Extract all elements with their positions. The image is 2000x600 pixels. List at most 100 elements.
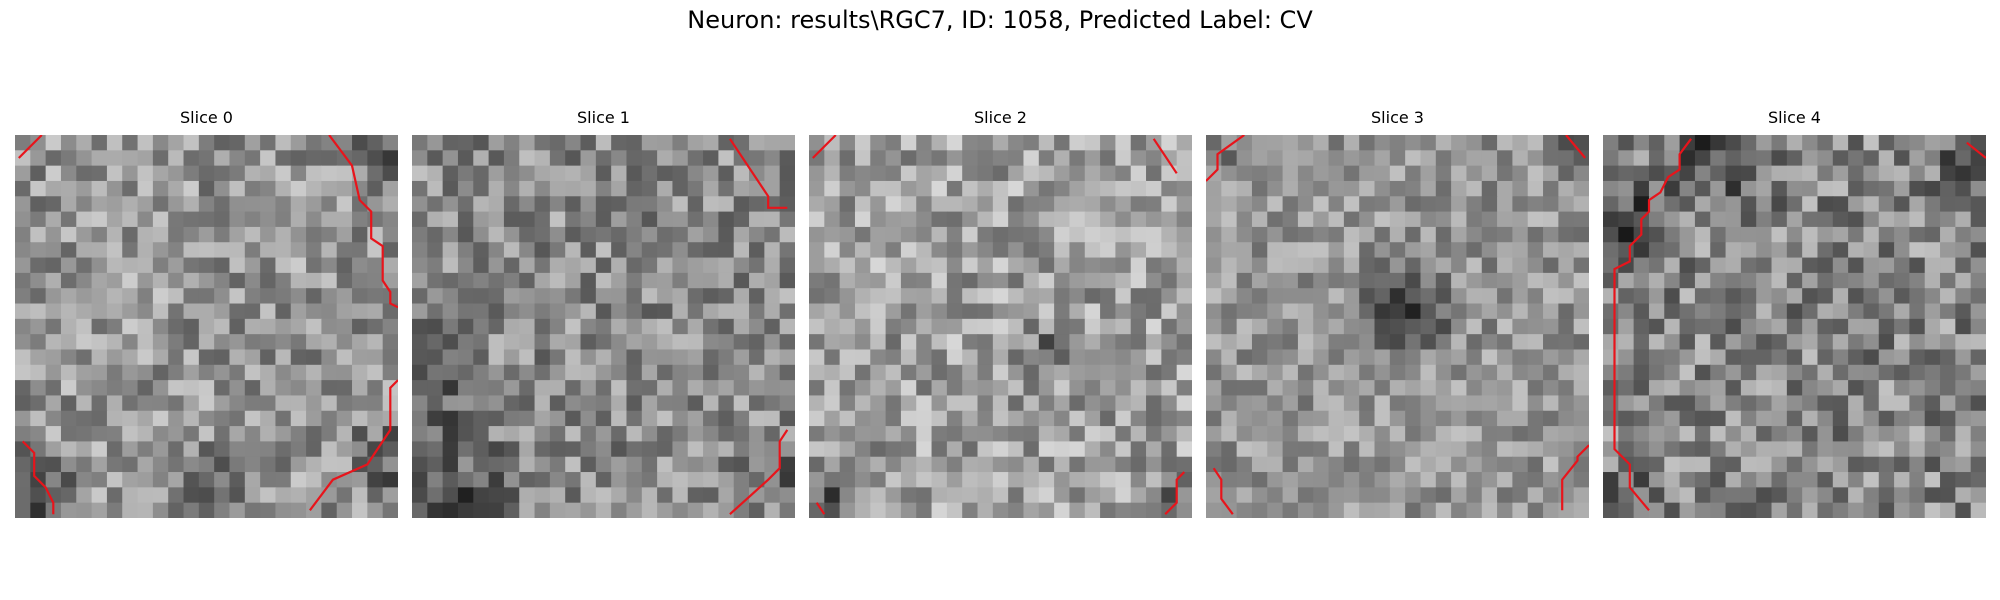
heatmap-cell <box>1206 364 1222 381</box>
heatmap-cell <box>122 334 139 351</box>
heatmap-cell <box>839 441 856 458</box>
heatmap-cell <box>503 165 520 182</box>
heatmap-cell <box>352 395 368 412</box>
heatmap-cell <box>854 303 871 320</box>
heatmap-cell <box>214 395 231 412</box>
heatmap-cell <box>1512 349 1529 366</box>
heatmap-cell <box>931 426 948 442</box>
heatmap-cell <box>1817 242 1834 259</box>
heatmap-cell <box>1878 257 1895 274</box>
heatmap-cell <box>1206 334 1222 351</box>
heatmap-cell <box>1802 380 1819 397</box>
heatmap-cell <box>1648 318 1665 335</box>
heatmap-cell <box>687 303 704 320</box>
heatmap-cell <box>977 472 994 488</box>
heatmap-cell <box>1878 303 1895 320</box>
heatmap-cell <box>1970 395 1986 412</box>
heatmap-cell <box>1894 472 1910 488</box>
heatmap-cell <box>1756 472 1773 488</box>
heatmap-cell <box>672 456 689 473</box>
heatmap-cell <box>611 303 628 320</box>
heatmap-cell <box>1848 180 1865 197</box>
heatmap-cell <box>1328 334 1345 351</box>
heatmap-cell <box>457 165 474 182</box>
heatmap-cell <box>260 364 277 381</box>
heatmap-cell <box>306 426 322 442</box>
heatmap-cell <box>1970 165 1986 182</box>
heatmap-cell <box>367 364 384 381</box>
heatmap-cell <box>534 257 551 274</box>
heatmap-cell <box>275 349 292 366</box>
heatmap-cell <box>1374 135 1391 151</box>
heatmap-cell <box>367 349 384 366</box>
heatmap-cell <box>106 502 123 518</box>
heatmap-cell <box>580 364 597 381</box>
heatmap-cell <box>1084 272 1101 289</box>
heatmap-cell <box>91 272 108 289</box>
heatmap-cell <box>1451 150 1468 167</box>
heatmap-cell <box>1848 502 1865 518</box>
heatmap-cell <box>1405 472 1422 488</box>
heatmap-cell <box>457 487 474 504</box>
heatmap-cell <box>260 395 277 412</box>
heatmap-cell <box>1221 456 1238 473</box>
heatmap-cell <box>1940 135 1956 151</box>
heatmap-cell <box>290 211 307 228</box>
heatmap-cell <box>122 180 139 197</box>
heatmap-cell <box>1894 502 1910 518</box>
heatmap-cell <box>1694 380 1711 397</box>
heatmap-cell <box>565 364 582 381</box>
heatmap-cell <box>60 196 77 213</box>
heatmap-cell <box>962 288 979 305</box>
heatmap-cell <box>1694 196 1711 213</box>
heatmap-cell <box>641 472 658 488</box>
heatmap-cell <box>1466 456 1483 473</box>
heatmap-cell <box>1543 487 1559 504</box>
heatmap-cell <box>229 318 246 335</box>
heatmap-cell <box>1832 318 1849 335</box>
heatmap-cell <box>1848 150 1865 167</box>
heatmap-cell <box>1328 364 1345 381</box>
heatmap-cell <box>1282 456 1299 473</box>
heatmap-cell <box>45 364 62 381</box>
heatmap-cell <box>1648 165 1665 182</box>
heatmap-cell <box>1664 226 1681 243</box>
heatmap-cell <box>1725 472 1742 488</box>
heatmap-cell <box>1909 150 1926 167</box>
heatmap-cell <box>931 196 948 213</box>
heatmap-cell <box>60 303 77 320</box>
heatmap-cell <box>1130 349 1147 366</box>
heatmap-cell <box>1863 165 1880 182</box>
heatmap-cell <box>595 395 612 412</box>
heatmap-cell <box>352 502 368 518</box>
heatmap-cell <box>352 257 368 274</box>
heatmap-cell <box>1130 487 1147 504</box>
heatmap-cell <box>779 380 795 397</box>
heatmap-cell <box>1512 303 1529 320</box>
heatmap-cell <box>1435 502 1452 518</box>
heatmap-cell <box>1297 502 1314 518</box>
heatmap-cell <box>1267 441 1284 458</box>
heatmap-cell <box>122 288 139 305</box>
heatmap-cell <box>916 349 933 366</box>
heatmap-cell <box>290 441 307 458</box>
heatmap-cell <box>183 410 200 427</box>
heatmap-cell <box>152 226 169 243</box>
heatmap-cell <box>1236 487 1253 504</box>
heatmap-cell <box>76 410 93 427</box>
heatmap-cell <box>382 303 398 320</box>
heatmap-cell <box>1251 180 1268 197</box>
heatmap-cell <box>595 288 612 305</box>
heatmap-cell <box>1038 150 1055 167</box>
heatmap-cell <box>1648 410 1665 427</box>
heatmap-cell <box>367 242 384 259</box>
heatmap-cell <box>198 487 215 504</box>
heatmap-cell <box>1894 349 1910 366</box>
heatmap-cell <box>1374 272 1391 289</box>
heatmap-cell <box>1543 303 1559 320</box>
heatmap-cell <box>442 211 459 228</box>
heatmap-cell <box>839 272 856 289</box>
heatmap-cell <box>1313 196 1330 213</box>
heatmap-cell <box>687 226 704 243</box>
heatmap-cell <box>1940 180 1956 197</box>
